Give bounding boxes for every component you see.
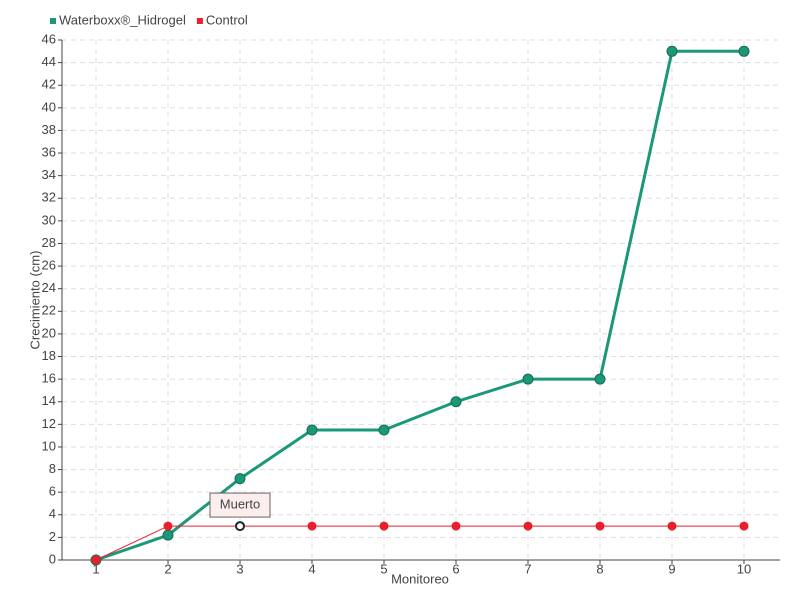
y-tick-label: 24 — [42, 280, 56, 295]
y-tick-label: 10 — [42, 438, 56, 453]
x-tick-label: 4 — [308, 561, 315, 576]
y-axis-label: Crecimiento (cm) — [27, 251, 42, 350]
y-tick-label: 32 — [42, 190, 56, 205]
y-tick-label: 42 — [42, 77, 56, 92]
legend-label: Control — [206, 12, 248, 27]
y-tick-label: 6 — [49, 484, 56, 499]
y-tick-label: 30 — [42, 212, 56, 227]
data-point — [307, 521, 317, 531]
annotation-box — [209, 492, 271, 518]
y-tick-label: 40 — [42, 99, 56, 114]
data-point — [163, 521, 173, 531]
y-tick-label: 2 — [49, 529, 56, 544]
y-tick-label: 28 — [42, 235, 56, 250]
x-tick-label: 6 — [452, 561, 459, 576]
x-tick-label: 10 — [737, 561, 751, 576]
legend-swatch — [196, 18, 203, 24]
x-tick-label: 2 — [164, 561, 171, 576]
y-tick-label: 12 — [42, 416, 56, 431]
y-tick-label: 36 — [42, 144, 56, 159]
data-point — [595, 521, 605, 531]
data-point — [450, 396, 462, 408]
y-tick-label: 34 — [42, 167, 56, 182]
data-point — [451, 521, 461, 531]
y-tick-label: 14 — [42, 393, 56, 408]
y-tick-label: 38 — [42, 122, 56, 137]
x-tick-label: 1 — [92, 561, 99, 576]
data-point — [667, 521, 677, 531]
y-tick-label: 0 — [49, 551, 56, 566]
data-point — [739, 521, 749, 531]
data-point — [162, 529, 174, 541]
legend-label: Waterboxx®_Hidrogel — [59, 12, 186, 27]
y-tick-label: 20 — [42, 325, 56, 340]
y-tick-label: 26 — [42, 258, 56, 273]
x-tick-label: 8 — [596, 561, 603, 576]
data-point — [666, 45, 678, 57]
series-line — [95, 525, 744, 561]
x-axis-label: Monitoreo — [391, 571, 449, 586]
data-point — [738, 45, 750, 57]
series-line — [95, 49, 744, 562]
x-tick-label: 5 — [380, 561, 387, 576]
data-point — [379, 521, 389, 531]
y-tick-label: 22 — [42, 303, 56, 318]
data-point — [523, 521, 533, 531]
y-tick-label: 46 — [42, 31, 56, 46]
data-point — [378, 424, 390, 436]
legend-swatch — [50, 18, 56, 24]
data-point — [306, 424, 318, 436]
x-tick-label: 7 — [524, 561, 531, 576]
y-tick-label: 4 — [49, 506, 56, 521]
y-tick-label: 8 — [49, 461, 56, 476]
data-point — [234, 473, 246, 485]
y-tick-label: 16 — [42, 371, 56, 386]
annotation: Muerto — [220, 497, 260, 512]
data-point — [522, 373, 534, 385]
x-tick-label: 9 — [668, 561, 675, 576]
data-point — [594, 373, 606, 385]
y-tick-label: 44 — [42, 54, 56, 69]
y-tick-label: 18 — [42, 348, 56, 363]
x-tick-label: 3 — [236, 561, 243, 576]
data-point — [91, 555, 101, 565]
data-point — [235, 521, 245, 532]
